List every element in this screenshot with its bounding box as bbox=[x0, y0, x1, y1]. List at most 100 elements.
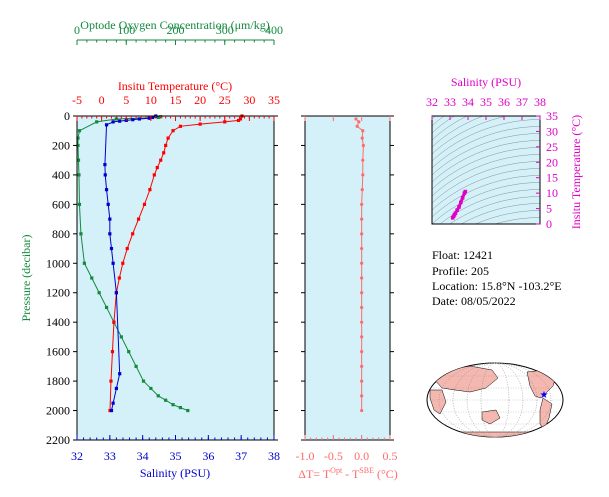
salinity-data-point bbox=[137, 117, 141, 121]
temperature-tick-label: 0 bbox=[99, 93, 105, 107]
ts-temperature-tick-label: 15 bbox=[546, 171, 558, 185]
ts-salinity-tick-label: 33 bbox=[444, 95, 456, 109]
delta-data-point bbox=[357, 120, 361, 124]
salinity-tick-label: 35 bbox=[170, 449, 182, 463]
delta-plot-frame bbox=[304, 115, 391, 441]
main-axes: 0200400600800100012001400160018002000220… bbox=[46, 23, 283, 463]
temperature-tick-label: 10 bbox=[145, 93, 157, 107]
temperature-tick-label: 5 bbox=[123, 93, 129, 107]
main-plot-area bbox=[77, 116, 274, 440]
pressure-tick-label: 1800 bbox=[46, 374, 70, 388]
temperature-data-point bbox=[121, 261, 125, 265]
salinity-axis-label: Salinity (PSU) bbox=[140, 466, 210, 480]
delta-plot-area bbox=[305, 116, 390, 440]
delta-tick-label: 0.5 bbox=[383, 449, 398, 463]
temperature-data-point bbox=[166, 136, 170, 140]
ts-temperature-tick-label: 30 bbox=[546, 124, 558, 138]
ts-temperature-axis-label: Insitu Temperature (°C) bbox=[569, 115, 583, 229]
oxygen-data-point bbox=[164, 398, 168, 402]
ts-isopycnal-line bbox=[494, 217, 540, 224]
delta-data-point bbox=[360, 335, 364, 339]
ts-isopycnal-line bbox=[432, 168, 540, 211]
delta-series-layer bbox=[354, 117, 365, 413]
ts-temperature-tick-label: 0 bbox=[546, 217, 552, 231]
pressure-tick-label: 800 bbox=[52, 227, 70, 241]
salinity-tick-label: 33 bbox=[104, 449, 116, 463]
pressure-tick-label: 2000 bbox=[46, 404, 70, 418]
temperature-tick-label: 15 bbox=[170, 93, 182, 107]
delta-data-point bbox=[360, 217, 364, 221]
oxygen-data-point bbox=[119, 335, 123, 339]
delta-data-point bbox=[360, 305, 364, 310]
salinity-data-point bbox=[103, 163, 107, 167]
delta-data-point bbox=[360, 188, 364, 192]
temperature-data-point bbox=[171, 129, 175, 133]
ts-isopycnal-line bbox=[432, 154, 540, 197]
ts-temperature-tick-label: 35 bbox=[546, 109, 558, 123]
ts-isopycnal-line bbox=[432, 133, 540, 176]
delta-data-point bbox=[360, 408, 364, 413]
pressure-tick-label: 1400 bbox=[46, 315, 70, 329]
delta-data-point bbox=[360, 350, 364, 354]
temperature-data-point bbox=[223, 120, 227, 124]
ts-isopycnal-line bbox=[432, 116, 484, 148]
ts-data-point bbox=[457, 205, 461, 209]
salinity-data-point bbox=[111, 261, 115, 265]
salinity-data-point bbox=[106, 202, 110, 206]
delta-tick-label: 0.0 bbox=[354, 449, 369, 463]
pressure-tick-label: 1200 bbox=[46, 286, 70, 300]
oxygen-data-point bbox=[82, 261, 86, 265]
oxygen-data-point bbox=[97, 291, 101, 295]
pressure-tick-label: 600 bbox=[52, 197, 70, 211]
map-longitude-line bbox=[480, 362, 510, 438]
salinity-data-point bbox=[104, 188, 109, 192]
map-longitude-line bbox=[438, 362, 552, 438]
oxygen-data-point bbox=[77, 129, 82, 133]
oxygen-data-point bbox=[141, 379, 146, 383]
oxygen-data-point bbox=[76, 136, 80, 140]
temperature-tick-label: 20 bbox=[194, 93, 206, 107]
main-series-layer bbox=[76, 114, 244, 413]
temperature-data-point bbox=[159, 158, 163, 162]
profile-date: Date: 08/05/2022 bbox=[432, 294, 516, 308]
salinity-data-point bbox=[114, 291, 118, 295]
delta-data-point bbox=[360, 291, 364, 295]
float-id: Float: 12421 bbox=[432, 248, 493, 262]
salinity-data-point bbox=[131, 118, 135, 122]
salinity-data-point bbox=[118, 372, 122, 376]
oxygen-data-point bbox=[171, 403, 175, 407]
salinity-data-point bbox=[111, 120, 115, 124]
oxygen-tick-label: 400 bbox=[265, 23, 283, 37]
temperature-data-point bbox=[162, 151, 166, 155]
profile-number: Profile: 205 bbox=[432, 264, 489, 278]
pressure-tick-label: 1000 bbox=[46, 256, 70, 270]
antarctica-shape bbox=[429, 431, 561, 437]
delta-data-point bbox=[360, 232, 364, 236]
delta-data-point bbox=[360, 320, 364, 324]
temperature-tick-label: -5 bbox=[72, 93, 82, 107]
ts-isopycnal-line bbox=[432, 119, 540, 162]
ts-temperature-tick-label: 10 bbox=[546, 186, 558, 200]
africa-shape bbox=[429, 389, 447, 415]
australia-shape bbox=[481, 409, 501, 425]
ts-salinity-tick-label: 37 bbox=[516, 95, 528, 109]
temperature-data-point bbox=[178, 124, 183, 128]
delta-data-point bbox=[355, 124, 359, 128]
ts-salinity-tick-label: 35 bbox=[480, 95, 492, 109]
oxygen-data-point bbox=[114, 117, 118, 121]
world-map: ★ bbox=[426, 362, 564, 438]
temperature-data-point bbox=[152, 173, 156, 177]
ts-isopycnal-line bbox=[432, 147, 540, 190]
float-location: Location: 15.8°N -103.2°E bbox=[432, 279, 562, 293]
ts-series-layer bbox=[450, 189, 468, 220]
temperature-tick-label: 35 bbox=[268, 93, 280, 107]
delta-data-point bbox=[360, 379, 364, 383]
salinity-tick-label: 36 bbox=[202, 449, 214, 463]
ts-data-point bbox=[450, 216, 455, 220]
ts-data-point bbox=[460, 195, 465, 200]
oxygen-data-point bbox=[77, 173, 81, 177]
salinity-data-point bbox=[147, 116, 151, 120]
delta-data-point bbox=[360, 202, 364, 206]
ts-temperature-tick-label: 5 bbox=[546, 202, 552, 216]
oxygen-data-point bbox=[149, 386, 153, 391]
